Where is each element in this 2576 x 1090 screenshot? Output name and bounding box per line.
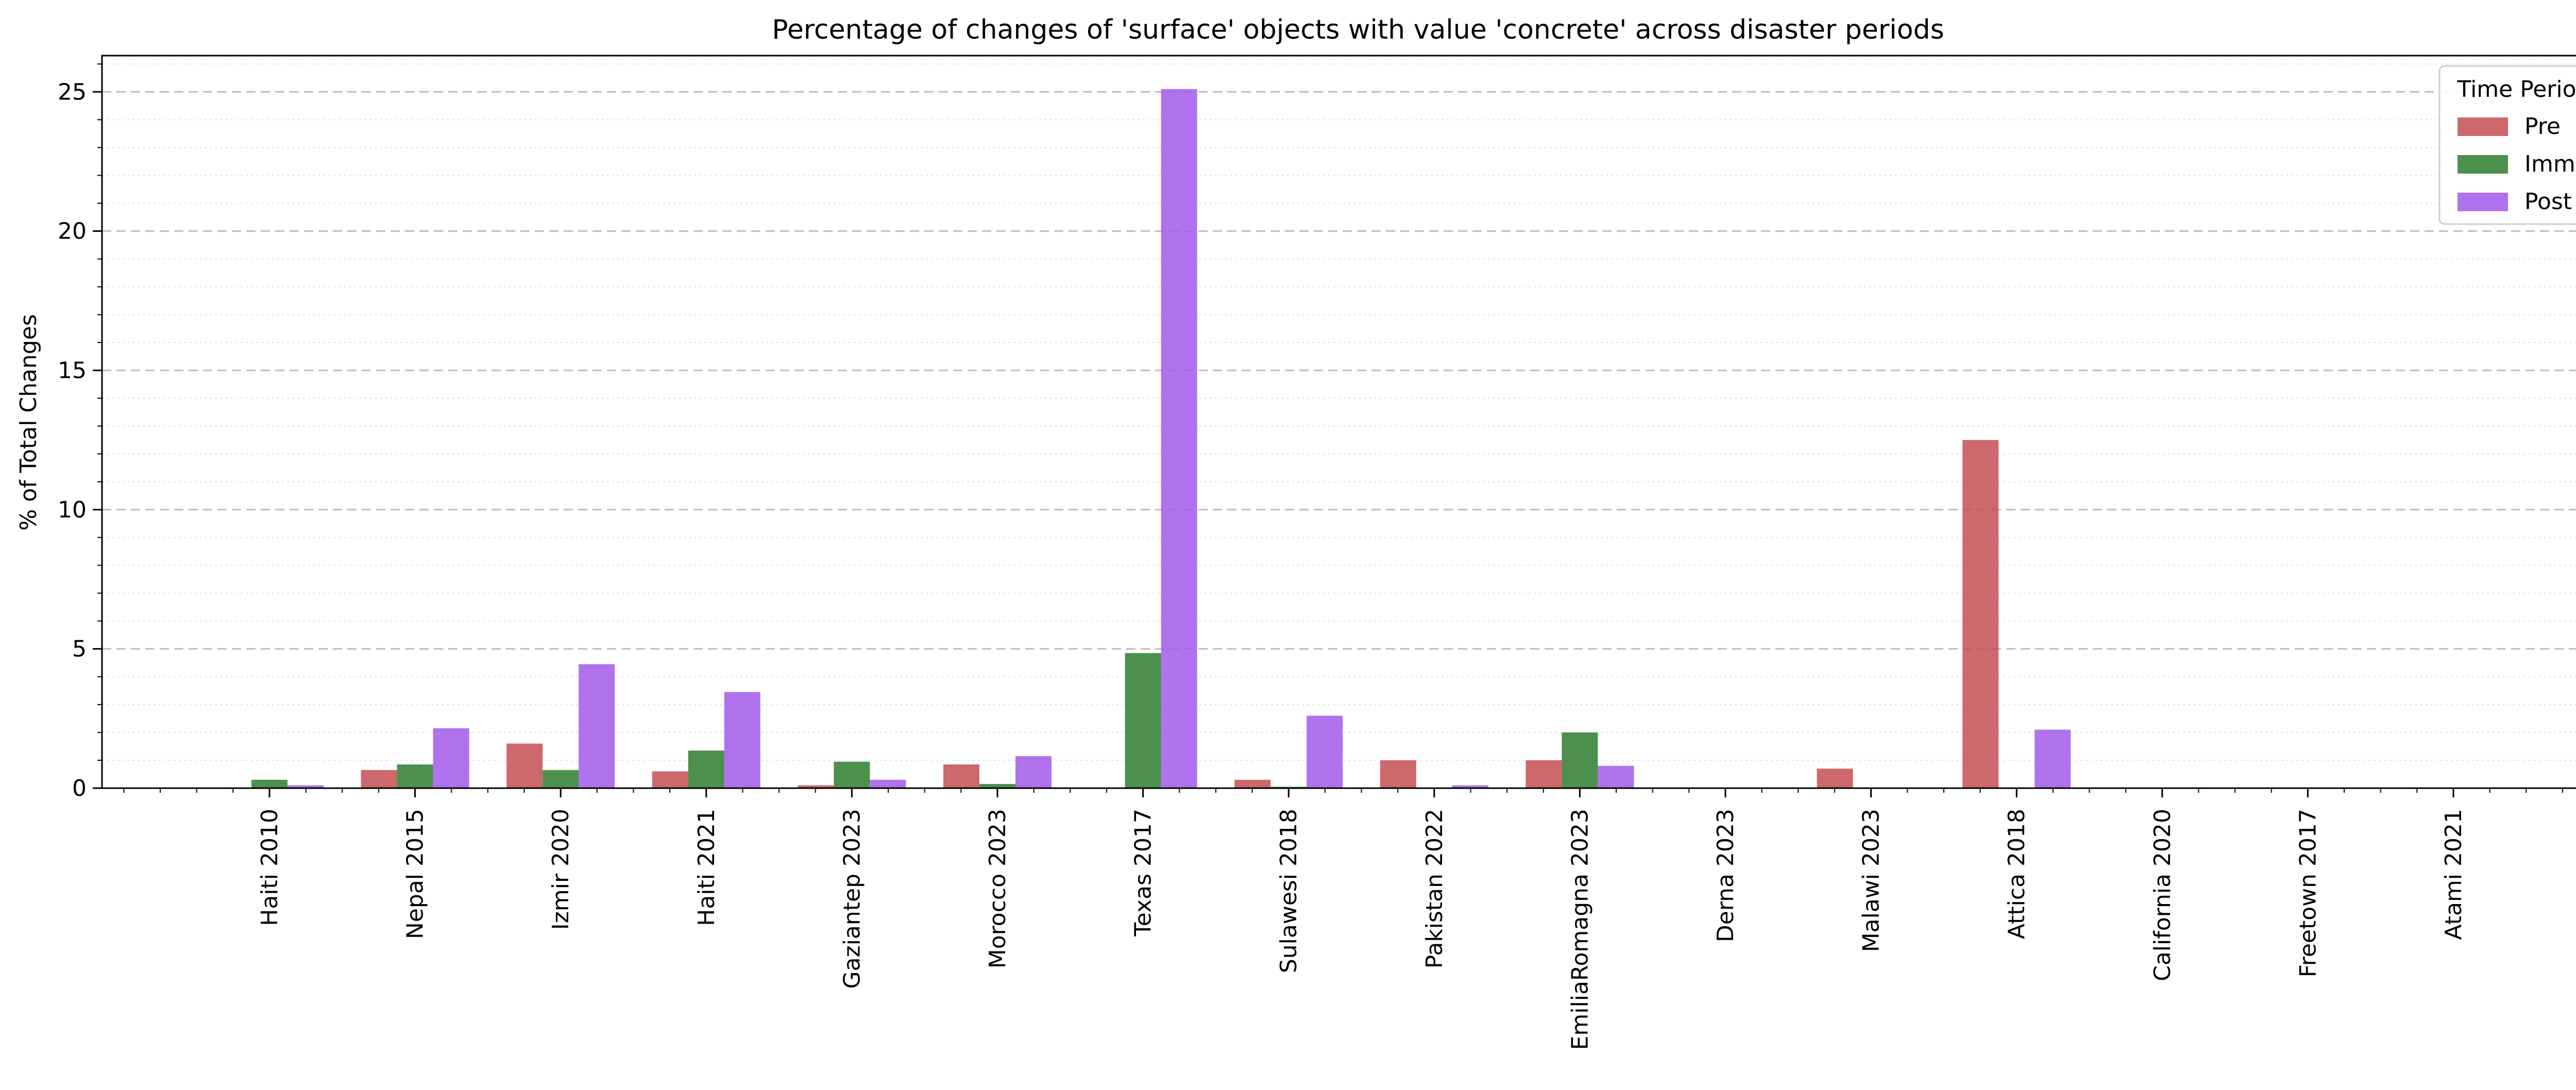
bar-pre <box>1526 760 1562 788</box>
y-tick-label: 15 <box>58 357 87 384</box>
bar-imm <box>251 779 287 788</box>
y-tick-label: 5 <box>72 636 87 662</box>
bar-post <box>287 785 324 788</box>
bar-imm <box>1562 732 1598 788</box>
bar-post <box>724 692 760 788</box>
bar-pre <box>1380 760 1416 788</box>
bar-pre <box>361 770 397 788</box>
x-tick-label: Atami 2021 <box>2441 809 2467 940</box>
bar-pre <box>1234 779 1271 788</box>
legend-title: Time Period <box>2457 76 2576 103</box>
bar-imm <box>1125 653 1161 788</box>
x-tick-label: Izmir 2020 <box>548 809 574 930</box>
legend: Time Period Pre Imm Post <box>2438 65 2576 225</box>
x-tick-label: Texas 2017 <box>1130 809 1157 937</box>
bar-post <box>2035 729 2071 788</box>
chart-title: Percentage of changes of 'surface' objec… <box>772 14 1944 45</box>
legend-swatch-imm <box>2458 155 2508 174</box>
bar-post <box>870 779 906 788</box>
bar-imm <box>543 770 579 788</box>
x-tick-label: Freetown 2017 <box>2295 809 2321 977</box>
y-tick-label: 20 <box>58 218 87 245</box>
bar-post <box>1161 89 1197 789</box>
bar-pre <box>506 743 543 788</box>
legend-box <box>2438 65 2576 225</box>
bar-post <box>1598 765 1634 788</box>
legend-label-post: Post <box>2524 189 2572 215</box>
bar-post <box>433 728 469 788</box>
legend-swatch-pre <box>2458 117 2508 136</box>
legend-label-pre: Pre <box>2524 113 2561 140</box>
x-tick-label: Nepal 2015 <box>402 809 429 939</box>
x-tick-label: California 2020 <box>2149 809 2176 981</box>
bar-pre <box>1817 769 1853 788</box>
bar-imm <box>397 764 433 788</box>
bars <box>251 89 2071 789</box>
x-tick-label: Pakistan 2022 <box>1421 809 1448 968</box>
x-tick-label: Morocco 2023 <box>985 809 1011 968</box>
y-tick-label: 10 <box>58 497 87 523</box>
x-tick-label: Malawi 2023 <box>1858 809 1885 952</box>
bar-pre <box>652 771 688 788</box>
bar-pre <box>1962 440 1999 788</box>
bar-post <box>1015 756 1052 788</box>
bar-post <box>1307 716 1343 788</box>
x-tick-label: Sulawesi 2018 <box>1276 809 1302 973</box>
bar-post <box>1452 785 1488 788</box>
grid-lines <box>102 63 2576 761</box>
bar-imm <box>979 784 1015 788</box>
x-tick-label: Gaziantep 2023 <box>839 809 865 989</box>
legend-label-imm: Imm <box>2524 151 2575 177</box>
bar-pre <box>798 785 834 788</box>
x-tick-label: Derna 2023 <box>1713 809 1739 942</box>
legend-swatch-post <box>2458 193 2508 211</box>
y-tick-label: 0 <box>72 775 87 802</box>
y-axis-label: % of Total Changes <box>15 314 42 531</box>
plot-frame <box>101 55 2576 789</box>
bar-imm <box>834 761 870 788</box>
y-tick-label: 25 <box>58 79 87 105</box>
bar-pre <box>943 764 979 788</box>
bar-imm <box>688 751 724 788</box>
x-tick-label: EmiliaRomagna 2023 <box>1567 809 1593 1050</box>
x-tick-label: Haiti 2021 <box>693 809 720 926</box>
bar-post <box>579 664 615 788</box>
axes: 0 5 10 15 20 25 Haiti 2010 Nepal 2015 Izmir 2020… <box>58 55 2576 1050</box>
x-tick-label: Haiti 2010 <box>257 809 283 926</box>
x-tick-label: Attica 2018 <box>2004 809 2030 939</box>
